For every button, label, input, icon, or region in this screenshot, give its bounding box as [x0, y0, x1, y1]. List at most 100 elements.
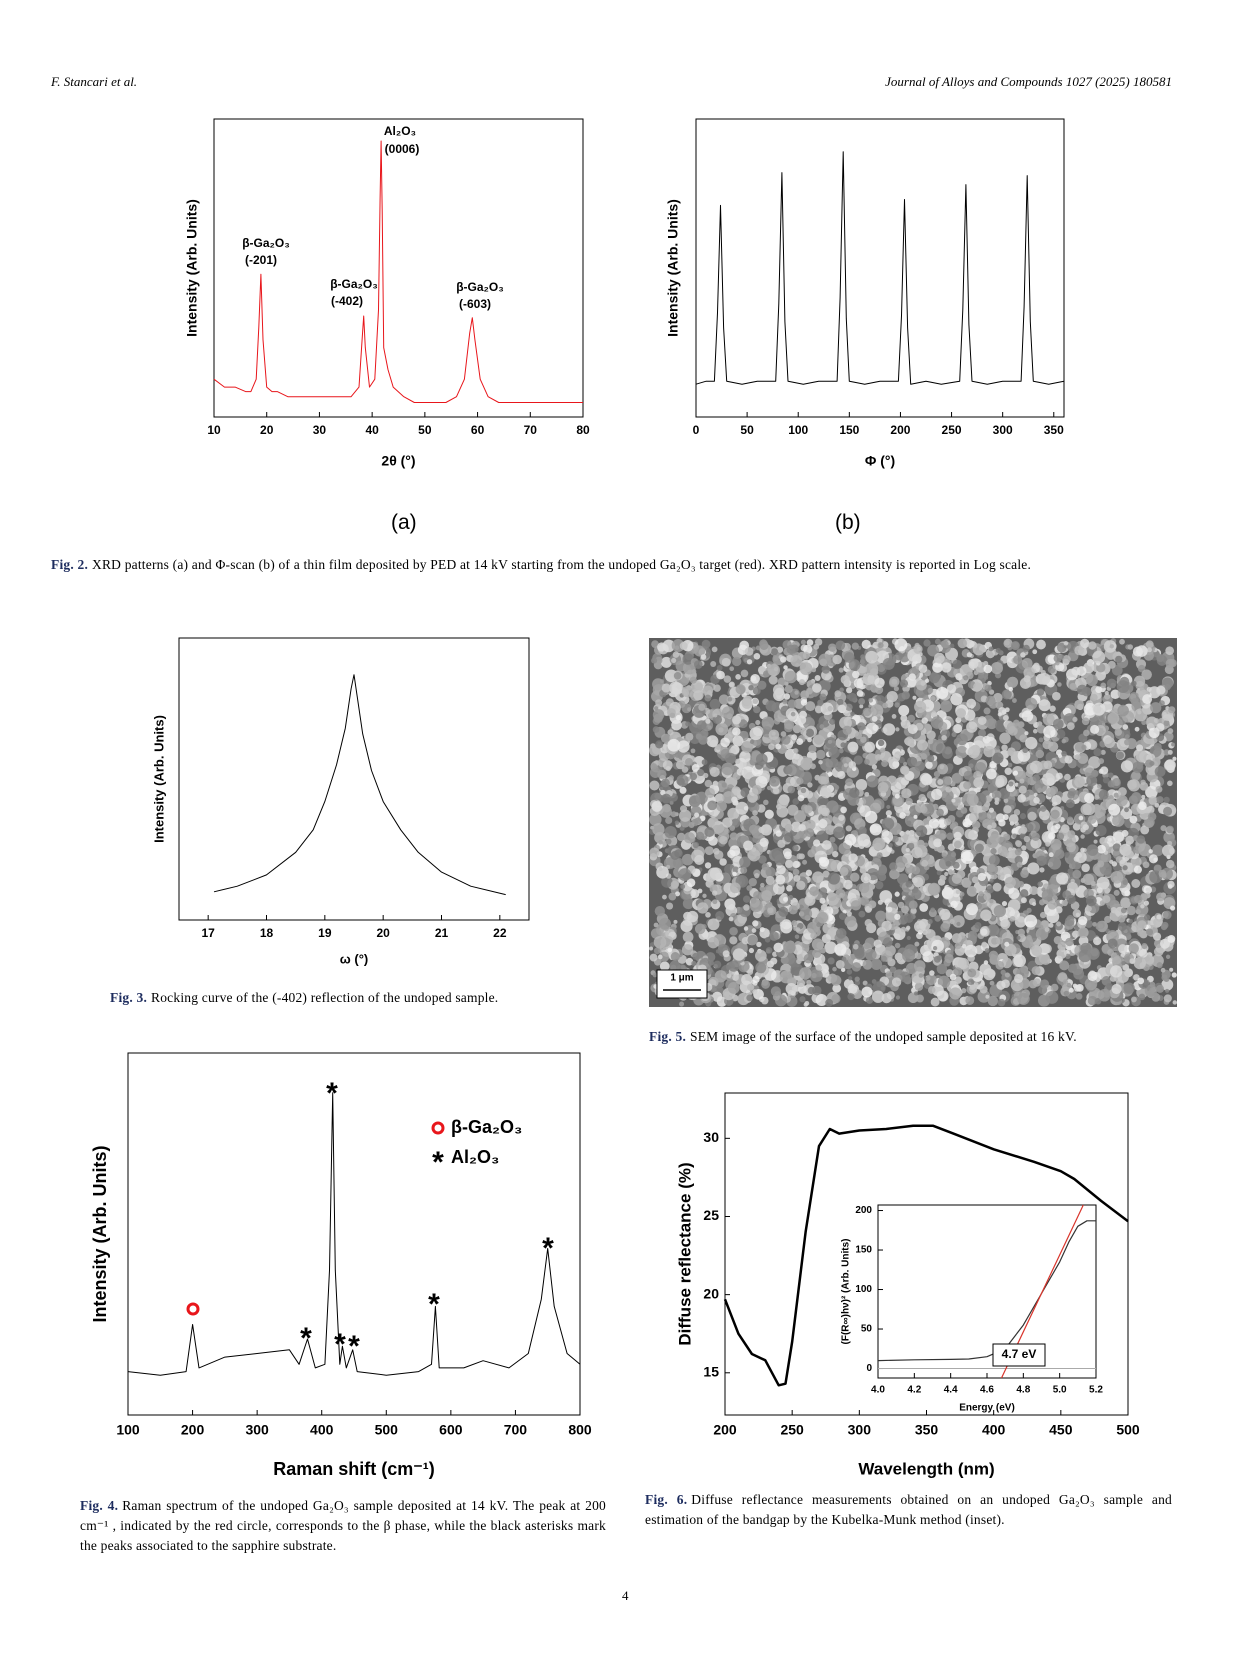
grain: [1122, 724, 1129, 730]
grain: [877, 642, 884, 649]
grain: [753, 705, 761, 714]
grain: [950, 900, 958, 909]
grain: [820, 969, 830, 978]
grain: [953, 840, 962, 849]
grain: [927, 882, 941, 896]
grain: [746, 994, 754, 1002]
grain: [728, 916, 734, 922]
grain: [690, 889, 700, 899]
grain: [895, 995, 900, 1000]
grain: [858, 698, 866, 705]
grain: [948, 869, 953, 874]
grain: [1025, 736, 1038, 750]
grain: [816, 830, 829, 843]
grain: [733, 737, 742, 745]
grain: [936, 963, 948, 975]
grain: [792, 860, 800, 869]
grain: [868, 900, 877, 909]
grain: [708, 960, 714, 966]
grain: [704, 779, 713, 788]
grain: [1156, 685, 1166, 695]
grain: [907, 714, 916, 723]
grain: [1064, 916, 1075, 927]
grain: [1115, 655, 1123, 663]
grain: [904, 913, 914, 924]
grain: [899, 765, 910, 775]
grain: [1016, 861, 1023, 868]
grain: [845, 825, 852, 832]
grain: [901, 691, 910, 700]
grain: [796, 715, 807, 725]
grain: [929, 672, 940, 684]
grain: [1156, 796, 1164, 804]
grain: [1170, 905, 1176, 911]
grain: [732, 974, 739, 982]
grain: [1112, 831, 1125, 843]
grain: [715, 722, 729, 736]
grain: [880, 955, 887, 962]
grain: [881, 920, 892, 932]
grain: [693, 660, 703, 669]
grain: [935, 743, 947, 754]
grain: [732, 656, 742, 667]
grain: [1055, 729, 1066, 739]
grain: [740, 669, 749, 678]
grain: [895, 855, 908, 868]
grain: [951, 731, 957, 738]
grain: [1053, 936, 1062, 945]
grain: [776, 805, 789, 818]
grain: [798, 824, 806, 832]
grain: [1057, 682, 1062, 687]
grain: [800, 639, 806, 645]
grain: [1134, 726, 1140, 732]
grain: [1120, 807, 1133, 820]
grain: [981, 941, 988, 948]
grain: [925, 974, 937, 986]
grain: [1014, 848, 1022, 856]
grain: [782, 699, 788, 705]
grain: [709, 766, 720, 778]
grain: [796, 853, 803, 860]
grain: [724, 752, 737, 765]
grain: [796, 880, 806, 890]
grain: [1004, 943, 1017, 957]
grain: [961, 943, 967, 949]
grain: [729, 936, 738, 945]
grain: [759, 837, 769, 848]
grain: [705, 718, 711, 724]
grain: [843, 879, 853, 890]
grain: [849, 985, 858, 994]
grain: [712, 991, 723, 1002]
grain: [894, 952, 903, 961]
grain: [915, 825, 928, 837]
grain: [1156, 723, 1165, 732]
grain: [861, 794, 875, 808]
grain: [873, 939, 883, 948]
grain: [1158, 869, 1167, 878]
grain: [742, 895, 751, 903]
grain: [1014, 722, 1021, 729]
x-tick-label: 450: [1049, 1422, 1073, 1438]
grain: [1167, 780, 1173, 787]
grain: [681, 766, 689, 773]
panel-label: (a): [391, 511, 417, 534]
grain: [784, 832, 794, 843]
grain: [1163, 720, 1170, 727]
grain: [1017, 749, 1031, 762]
grain: [852, 670, 860, 679]
grain: [977, 989, 991, 1003]
grain: [894, 913, 901, 920]
grain: [859, 866, 867, 874]
grain: [989, 899, 994, 904]
grain: [777, 796, 789, 809]
grain: [1153, 917, 1163, 928]
x-tick-label: 50: [740, 423, 754, 437]
grain: [899, 812, 906, 819]
grain: [842, 725, 852, 735]
grain: [973, 982, 979, 988]
grain: [1032, 728, 1038, 734]
grain: [686, 878, 696, 888]
grain: [871, 715, 878, 722]
grain: [707, 936, 720, 949]
grain: [997, 998, 1006, 1007]
